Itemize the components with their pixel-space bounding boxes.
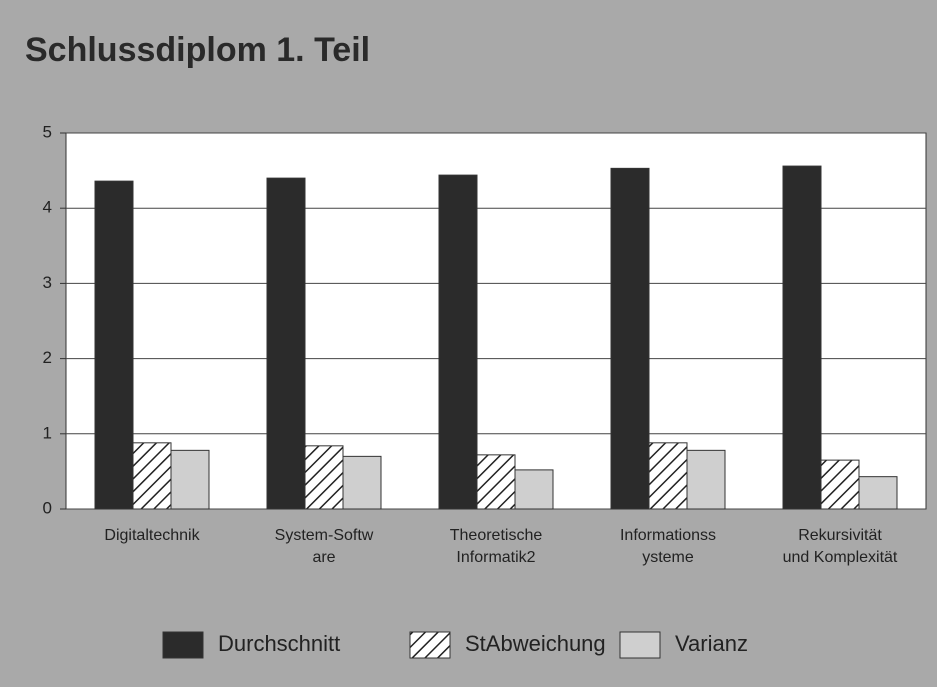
bar [820,459,860,510]
bar [170,449,210,510]
bar [438,174,478,510]
x-tick-label: Rekursivität und Komplexität [783,527,898,566]
y-tick-label: 2 [43,348,52,367]
legend-swatch [619,631,661,659]
y-tick-label: 5 [43,122,52,141]
bar [514,469,554,510]
legend-label: StAbweichung [465,631,606,656]
legend-label: Varianz [675,631,748,656]
x-tick-label: Theoretische Informatik2 [450,527,543,566]
x-tick-label: Informationss ysteme [620,527,716,566]
y-tick-label: 4 [43,198,52,217]
bar [782,165,822,510]
chart-title: Schlussdiplom 1. Teil [25,31,370,69]
y-tick-label: 3 [43,273,52,292]
bar [686,449,726,510]
bar [94,180,134,510]
bar [304,445,344,510]
bar [266,177,306,510]
x-tick-label: System-Softw are [275,527,374,566]
bar [132,442,172,510]
bar [610,167,650,510]
legend-label: Durchschnitt [218,631,340,656]
y-tick-label: 1 [43,423,52,442]
legend-swatch [409,631,451,659]
bar [858,476,898,510]
bar [476,454,516,510]
bar [342,455,382,510]
bar [648,442,688,510]
x-tick-label: Digitaltechnik [104,527,200,544]
legend-swatch [162,631,204,659]
y-tick-label: 0 [43,498,52,517]
